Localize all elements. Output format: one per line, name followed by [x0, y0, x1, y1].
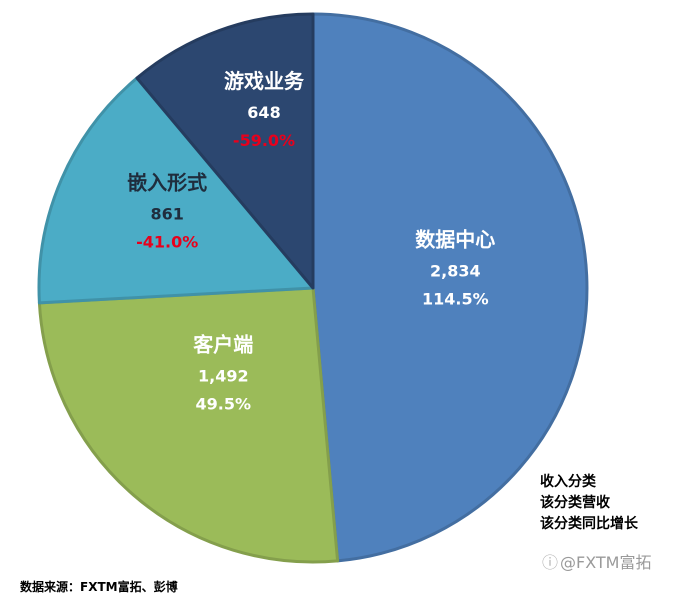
slice-value: 648: [247, 103, 280, 122]
legend-line-category: 收入分类: [540, 474, 596, 490]
watermark: ⓘ @FXTM富拓: [542, 549, 651, 573]
slice-growth: 114.5%: [422, 290, 489, 309]
legend-line-revenue: 该分类营收: [540, 495, 610, 511]
slice-growth: -41.0%: [136, 233, 198, 252]
legend: 收入分类 该分类营收 该分类同比增长: [540, 472, 638, 535]
legend-line-growth: 该分类同比增长: [540, 516, 638, 532]
watermark-text: @FXTM富拓: [560, 553, 652, 572]
weibo-icon: ⓘ: [542, 553, 559, 572]
slice-growth: 49.5%: [196, 395, 252, 414]
slice-label: 数据中心: [415, 228, 495, 252]
slice-label: 客户端: [192, 333, 253, 357]
slice-value: 1,492: [198, 367, 249, 386]
pie-slice: [37, 76, 315, 305]
slice-label: 嵌入形式: [127, 171, 207, 195]
pie-slice: [311, 12, 589, 563]
slice-value: 861: [150, 205, 183, 224]
pie-slice: [135, 12, 315, 290]
slice-label: 游戏业务: [224, 69, 305, 93]
slice-growth: -59.0%: [233, 131, 295, 150]
source-note: 数据来源：FXTM富拓、彭博: [20, 580, 178, 594]
slice-value: 2,834: [430, 262, 481, 281]
pie-slice: [37, 286, 340, 564]
